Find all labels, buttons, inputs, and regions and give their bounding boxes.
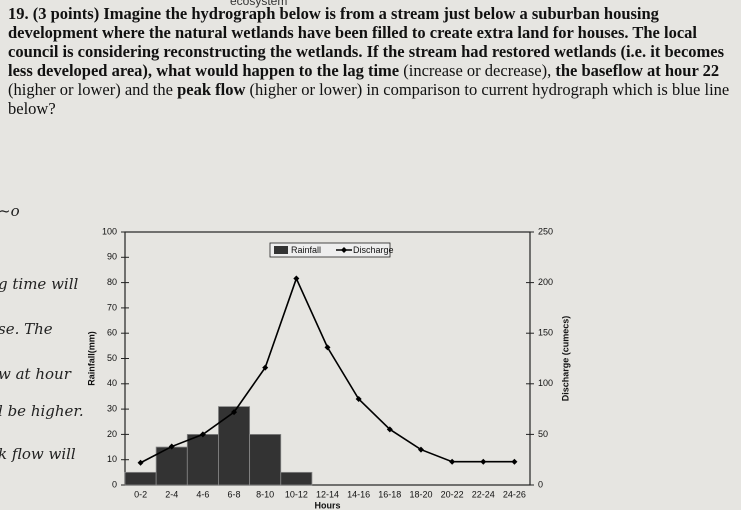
question: 19. (3 points) Imagine the hydrograph be…: [8, 4, 733, 118]
legend-swatch: [341, 247, 347, 253]
x-tick-label: 4-6: [196, 489, 209, 499]
q-part: peak flow: [177, 80, 246, 99]
discharge-point: [231, 409, 238, 416]
x-tick-label: 20-22: [441, 489, 464, 499]
y-tick-label: 10: [107, 454, 117, 464]
y2-tick-label: 250: [538, 226, 553, 236]
q-part: the baseflow at hour 22: [555, 61, 720, 80]
y-tick-label: 50: [107, 353, 117, 363]
q-part: (increase or decrease),: [399, 61, 556, 80]
discharge-point: [199, 431, 206, 438]
x-tick-label: 10-12: [285, 489, 308, 499]
handwriting: l be higher.: [0, 402, 84, 420]
legend-swatch: [274, 246, 288, 254]
y2-tick-label: 0: [538, 479, 543, 489]
rainfall-bar: [218, 406, 251, 486]
x-tick-label: 14-16: [347, 489, 370, 499]
discharge-point: [386, 426, 393, 433]
rainfall-bar: [280, 471, 313, 486]
q-part: 19. (3 points): [8, 4, 100, 23]
x-tick-label: 8-10: [256, 489, 274, 499]
rainfall-bar: [155, 446, 188, 486]
y-tick-label: 80: [107, 277, 117, 287]
y2-tick-label: 200: [538, 277, 553, 287]
legend-label: Discharge: [353, 245, 394, 255]
y2-tick-label: 100: [538, 378, 553, 388]
rainfall-bar: [186, 433, 219, 486]
discharge-point: [449, 458, 456, 465]
q-part: what would happen to the lag time: [156, 61, 400, 80]
discharge-point: [168, 443, 175, 450]
discharge-point: [324, 344, 331, 351]
header: ecosystem: [230, 0, 288, 8]
y-tick-label: 20: [107, 429, 117, 439]
q-part: Imagine the hydrograph below is from a s…: [8, 4, 725, 80]
handwriting: w at hour: [0, 365, 72, 383]
y2-axis-label: Discharge (cumecs): [560, 316, 570, 402]
x-tick-label: 18-20: [409, 489, 432, 499]
handwriting: ~o: [0, 202, 20, 220]
y2-tick-label: 150: [538, 328, 553, 338]
y-tick-label: 90: [107, 252, 117, 262]
y-tick-label: 70: [107, 302, 117, 312]
y2-tick-label: 50: [538, 429, 548, 439]
y-axis-label: Rainfall(mm): [86, 331, 96, 386]
x-tick-label: 22-24: [472, 489, 495, 499]
discharge-point: [137, 459, 144, 466]
x-tick-label: 6-8: [228, 489, 241, 499]
discharge-point: [355, 395, 362, 402]
legend-box: [269, 242, 391, 258]
y-tick-label: 40: [107, 378, 117, 388]
y-tick-label: 100: [102, 226, 117, 236]
x-tick-label: 24-26: [503, 489, 526, 499]
discharge-point: [262, 364, 269, 371]
y-tick-label: 60: [107, 328, 117, 338]
x-axis-label: Hours: [314, 500, 340, 510]
handwriting: se. The: [0, 320, 53, 338]
x-tick-label: 16-18: [378, 489, 401, 499]
x-tick-label: 2-4: [165, 489, 178, 499]
legend-label: Rainfall: [291, 245, 321, 255]
rainfall-bar: [124, 471, 157, 486]
q-part: (higher or lower) in comparison to curre…: [8, 80, 730, 118]
discharge-point: [293, 275, 300, 282]
handwriting: k flow will: [0, 445, 76, 463]
handwriting: g time will: [0, 275, 78, 293]
x-tick-label: 0-2: [134, 489, 147, 499]
q-part: (higher or lower) and the: [8, 80, 178, 99]
y-tick-label: 0: [112, 479, 117, 489]
y-tick-label: 30: [107, 403, 117, 413]
discharge-point: [511, 458, 518, 465]
discharge-point: [480, 458, 487, 465]
rainfall-bar: [249, 433, 282, 486]
discharge-point: [417, 446, 424, 453]
x-tick-label: 12-14: [316, 489, 339, 499]
